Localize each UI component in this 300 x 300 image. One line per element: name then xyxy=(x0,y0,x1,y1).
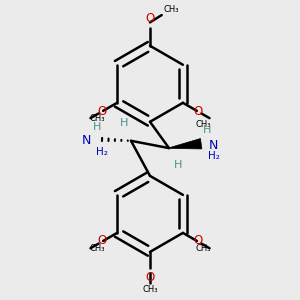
Text: H: H xyxy=(174,160,182,170)
Text: CH₃: CH₃ xyxy=(89,244,105,253)
Text: N: N xyxy=(82,134,92,147)
Text: O: O xyxy=(146,271,154,284)
Text: H: H xyxy=(119,118,128,128)
Text: H₂: H₂ xyxy=(208,151,220,161)
Text: O: O xyxy=(146,12,154,25)
Polygon shape xyxy=(169,139,202,149)
Text: CH₃: CH₃ xyxy=(163,4,179,14)
Text: CH₃: CH₃ xyxy=(142,285,158,294)
Text: CH₃: CH₃ xyxy=(195,244,211,253)
Text: O: O xyxy=(97,105,106,118)
Text: H: H xyxy=(93,122,102,132)
Text: H: H xyxy=(203,125,211,135)
Text: O: O xyxy=(194,105,203,118)
Text: O: O xyxy=(97,234,106,248)
Text: O: O xyxy=(194,234,203,248)
Text: H₂: H₂ xyxy=(96,147,108,157)
Text: N: N xyxy=(208,139,218,152)
Text: CH₃: CH₃ xyxy=(89,114,105,123)
Text: CH₃: CH₃ xyxy=(195,121,211,130)
